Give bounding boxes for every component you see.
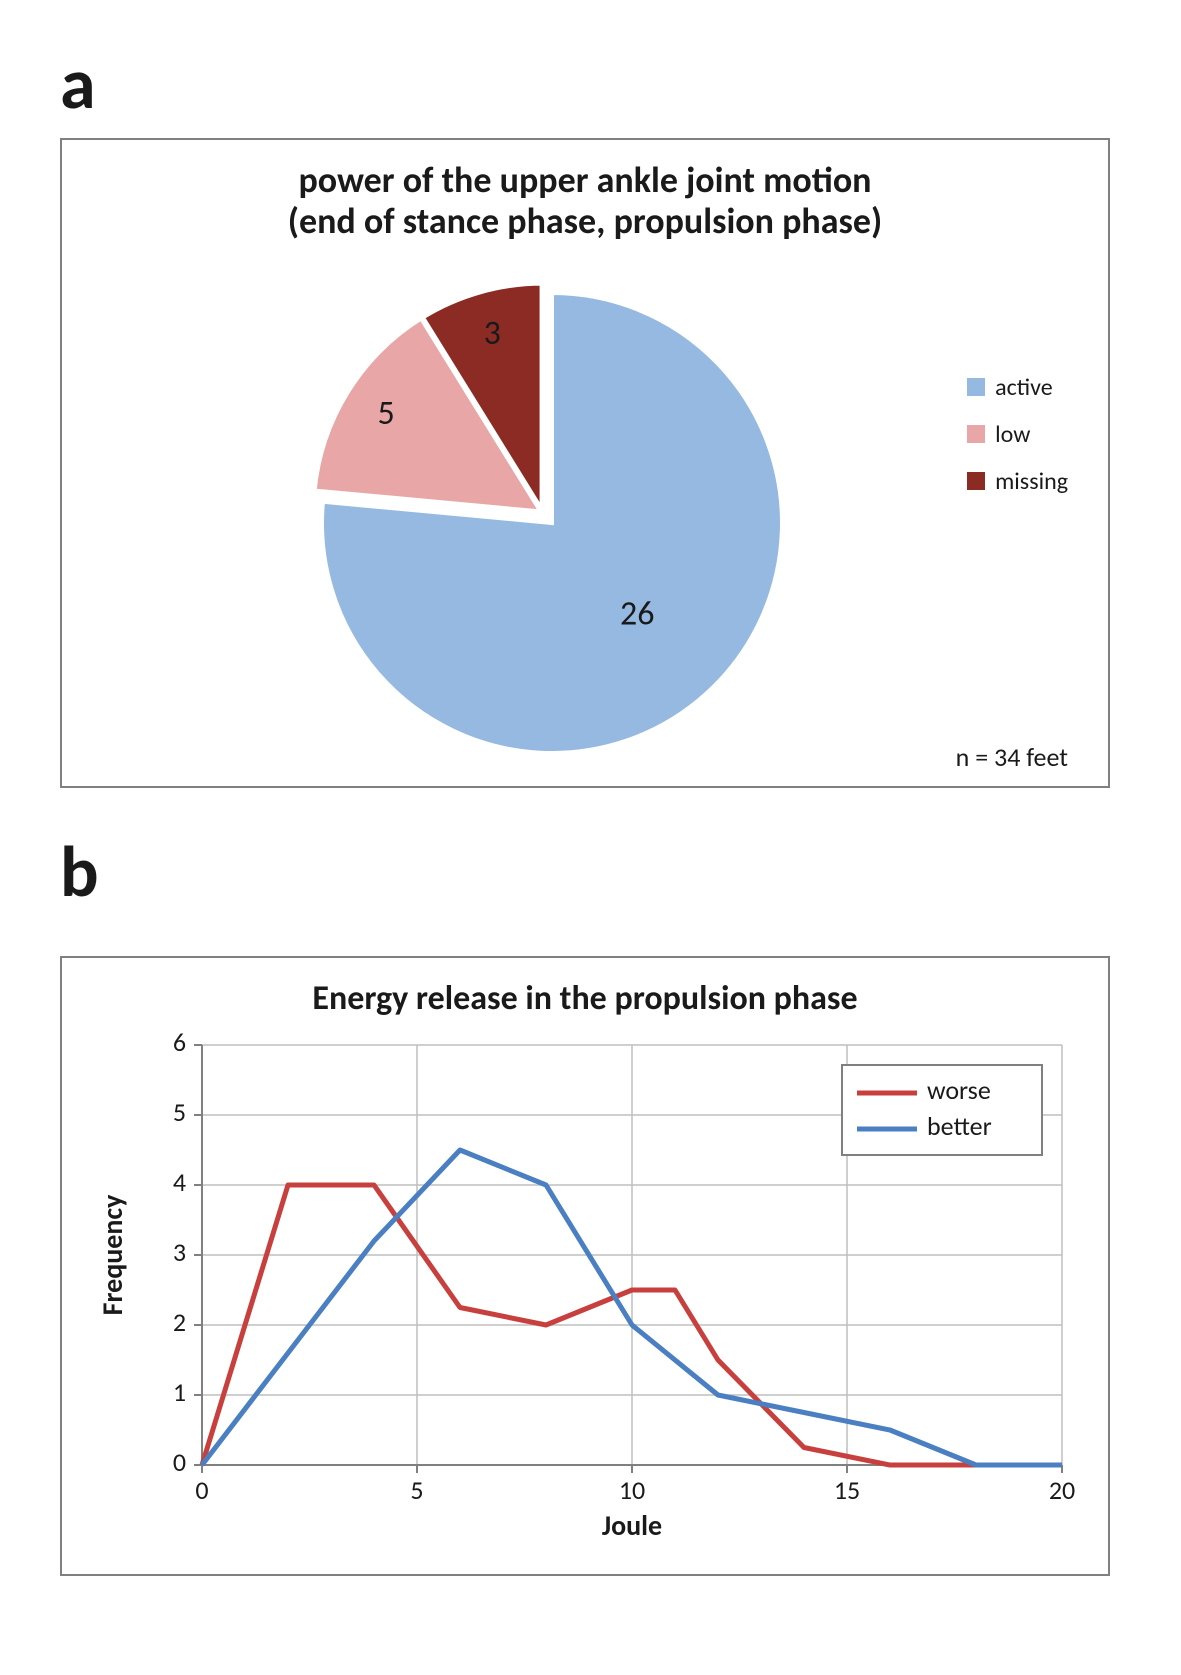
pie-plot-area: 26 5 3 active low missing n = 34 feet <box>92 253 1078 773</box>
line-svg: 0 1 2 3 4 5 6 0 5 10 15 20 Frequency Joule worse better <box>92 1025 1082 1545</box>
xtick-label: 0 <box>195 1474 208 1506</box>
ytick-label: 1 <box>173 1376 186 1408</box>
x-axis-label: Joule <box>602 1508 662 1543</box>
ytick-label: 3 <box>173 1236 186 1268</box>
pie-data-label-active: 26 <box>620 593 654 634</box>
pie-title-line2: (end of stance phase, propulsion phase) <box>288 199 882 243</box>
pie-chart-container: power of the upper ankle joint motion (e… <box>60 138 1110 788</box>
ytick-label: 5 <box>173 1096 186 1128</box>
xtick-label: 15 <box>834 1474 860 1506</box>
y-axis-label: Frequency <box>95 1194 130 1315</box>
pie-legend-item-missing: missing <box>967 467 1068 496</box>
pie-data-label-missing: 3 <box>484 313 501 354</box>
line-chart-title: Energy release in the propulsion phase <box>92 978 1078 1019</box>
pie-svg: 26 5 3 <box>292 253 812 773</box>
figure-page: a power of the upper ankle joint motion … <box>0 0 1181 1675</box>
pie-legend: active low missing <box>967 373 1068 514</box>
pie-legend-swatch-active <box>967 378 985 396</box>
pie-legend-label-low: low <box>995 420 1030 449</box>
pie-legend-label-active: active <box>995 373 1053 402</box>
xtick-label: 5 <box>410 1474 423 1506</box>
pie-chart-title: power of the upper ankle joint motion (e… <box>92 160 1078 243</box>
pie-legend-item-low: low <box>967 420 1068 449</box>
line-chart-container: Energy release in the propulsion phase 0… <box>60 956 1110 1576</box>
line-legend-label-better: better <box>927 1110 992 1142</box>
xtick-label: 10 <box>619 1474 645 1506</box>
line-legend-label-worse: worse <box>927 1074 991 1106</box>
pie-n-text: n = 34 feet <box>956 741 1068 773</box>
ytick-label: 6 <box>173 1026 186 1058</box>
pie-legend-swatch-low <box>967 425 985 443</box>
ytick-label: 2 <box>173 1306 186 1338</box>
pie-title-line1: power of the upper ankle joint motion <box>298 158 871 202</box>
panel-a-label: a <box>60 40 1121 128</box>
pie-legend-swatch-missing <box>967 472 985 490</box>
line-plot-area: 0 1 2 3 4 5 6 0 5 10 15 20 Frequency Joule worse better <box>92 1025 1078 1545</box>
pie-legend-item-active: active <box>967 373 1068 402</box>
pie-legend-label-missing: missing <box>995 467 1068 496</box>
ytick-label: 4 <box>173 1166 186 1198</box>
pie-data-label-low: 5 <box>378 393 395 434</box>
ytick-label: 0 <box>173 1446 186 1478</box>
xtick-label: 20 <box>1049 1474 1075 1506</box>
panel-b-label: b <box>60 828 1121 916</box>
